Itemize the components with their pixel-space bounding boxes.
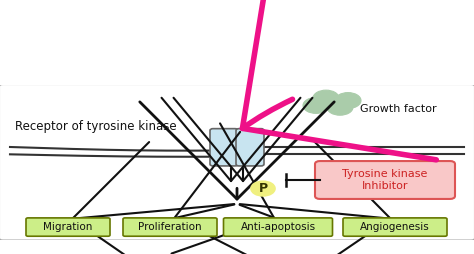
Circle shape	[251, 181, 275, 196]
Text: Migration: Migration	[43, 222, 93, 232]
Circle shape	[327, 99, 353, 115]
FancyBboxPatch shape	[0, 84, 474, 241]
FancyBboxPatch shape	[315, 161, 455, 199]
Text: Growth factor: Growth factor	[360, 104, 437, 114]
Text: Tyrosine kinase
Inhibitor: Tyrosine kinase Inhibitor	[342, 169, 428, 191]
FancyBboxPatch shape	[343, 218, 447, 236]
FancyBboxPatch shape	[26, 218, 110, 236]
FancyBboxPatch shape	[210, 129, 238, 166]
Text: Anti-apoptosis: Anti-apoptosis	[240, 222, 316, 232]
Text: Proliferation: Proliferation	[138, 222, 202, 232]
Circle shape	[303, 98, 329, 113]
FancyBboxPatch shape	[224, 218, 332, 236]
Text: Receptor of tyrosine kinase: Receptor of tyrosine kinase	[15, 120, 177, 133]
FancyBboxPatch shape	[123, 218, 217, 236]
Circle shape	[313, 90, 339, 106]
Text: P: P	[258, 182, 267, 195]
Text: Angiogenesis: Angiogenesis	[360, 222, 430, 232]
FancyBboxPatch shape	[236, 129, 264, 166]
Circle shape	[335, 93, 361, 108]
